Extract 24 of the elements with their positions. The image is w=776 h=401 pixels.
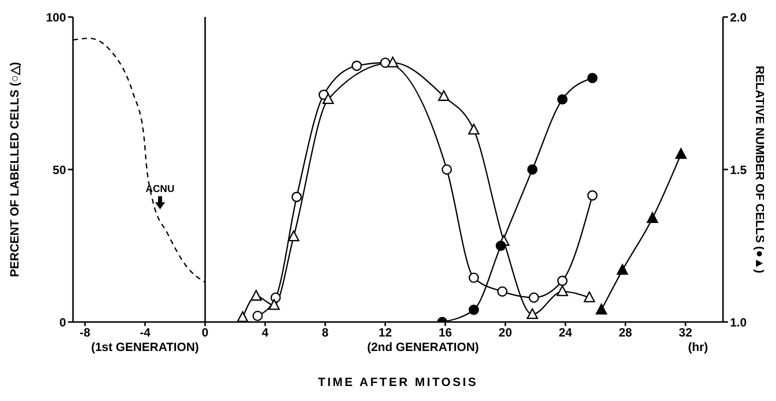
x-tick-label: 8 xyxy=(322,326,329,340)
x-tick-label: -8 xyxy=(80,326,91,340)
y-tick-label: 50 xyxy=(52,162,66,177)
x-tick-label: 4 xyxy=(262,326,269,340)
y2-axis-title: RELATIVE NUMBER OF CELLS (●▲) xyxy=(752,66,767,274)
x-tick-label: 32 xyxy=(678,326,692,340)
text: (hr) xyxy=(687,340,709,354)
x-tick-label: -4 xyxy=(140,326,151,340)
text: (2nd GENERATION) xyxy=(366,340,480,354)
x-tick-label: 20 xyxy=(498,326,512,340)
annotation: ACNU xyxy=(146,184,175,196)
x-tick-label: 24 xyxy=(558,326,572,340)
text: (1st GENERATION) xyxy=(90,340,200,354)
y-axis-title: PERCENT OF LABELLED CELLS (○△) xyxy=(7,62,22,277)
y2-tick-label: 1.0 xyxy=(730,315,748,330)
y-tick-label: 100 xyxy=(46,10,66,24)
y-tick-label: 0 xyxy=(59,315,66,330)
x-tick-label: 28 xyxy=(618,326,632,340)
y2-tick-label: 1.5 xyxy=(730,162,748,177)
x-axis-title: TIME AFTER MITOSIS xyxy=(318,375,478,389)
x-tick-label: 12 xyxy=(378,326,392,340)
y2-tick-label: 2.0 xyxy=(730,10,748,24)
x-tick-label: 0 xyxy=(202,326,209,340)
x-tick-label: 16 xyxy=(438,326,452,340)
